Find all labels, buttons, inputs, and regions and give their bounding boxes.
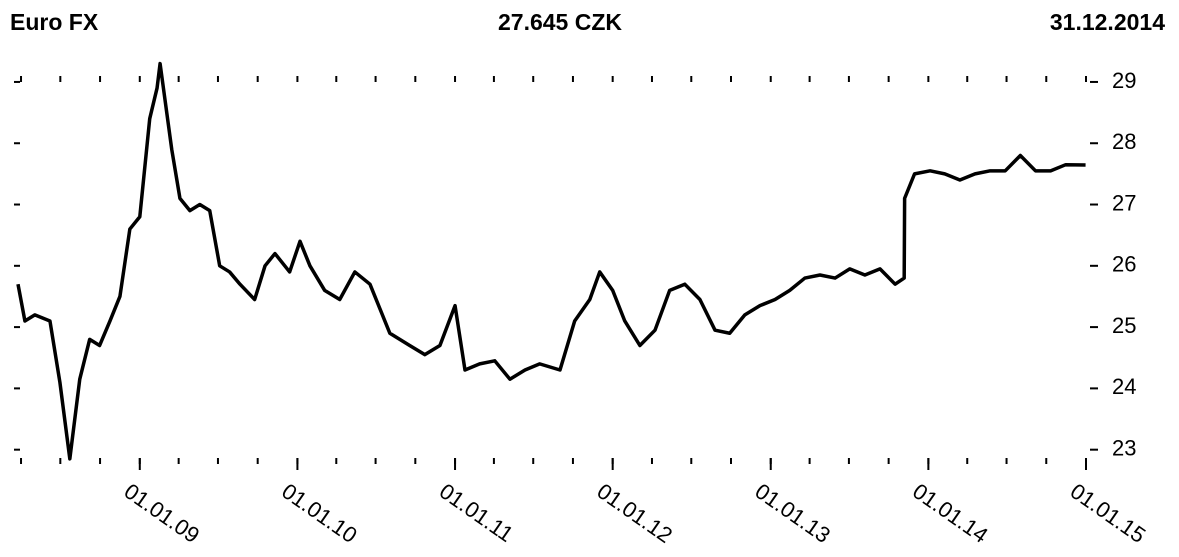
chart-subtitle: 27.645 CZK [498, 9, 622, 35]
y-tick-label: 29 [1112, 68, 1136, 93]
x-tick-label: 01.01.10 [277, 478, 361, 548]
y-tick-label: 26 [1112, 252, 1136, 277]
y-tick-label: 23 [1112, 435, 1136, 460]
y-tick-label: 28 [1112, 129, 1136, 154]
price-line [16, 61, 1086, 461]
x-tick-label: 01.01.13 [751, 478, 835, 548]
x-tick-label: 01.01.15 [1066, 478, 1150, 548]
y-tick-label: 27 [1112, 190, 1136, 215]
x-tick-label: 01.01.12 [592, 478, 676, 548]
chart-title: Euro FX [10, 9, 99, 35]
x-tick-label: 01.01.14 [908, 478, 992, 548]
y-tick-label: 24 [1112, 374, 1136, 399]
date-label: 31.12.2014 [1050, 9, 1165, 35]
x-tick-label: 01.01.11 [435, 478, 518, 547]
y-tick-label: 25 [1112, 313, 1136, 338]
x-tick-label: 01.01.09 [120, 478, 204, 548]
